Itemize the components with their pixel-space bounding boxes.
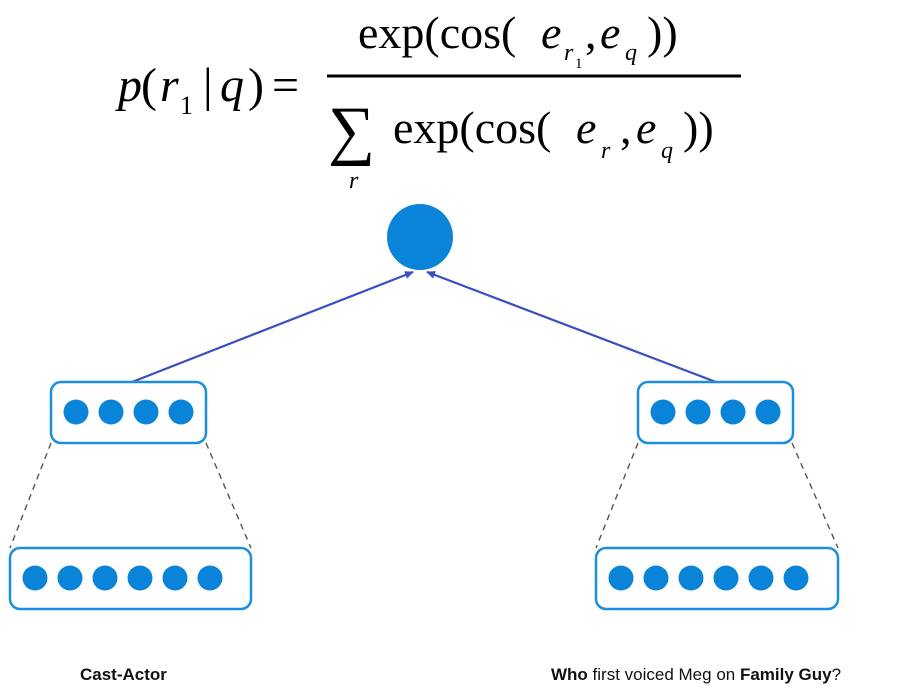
left-hidden-unit xyxy=(63,399,89,425)
left-projection-outer xyxy=(9,442,52,549)
left-input-unit xyxy=(197,565,223,591)
question-part: Who xyxy=(551,665,588,684)
formula-equals: = xyxy=(272,59,299,112)
formula-sum-index: r xyxy=(349,168,359,194)
right-projection-outer xyxy=(595,442,639,549)
question-part: first voiced Meg on xyxy=(587,665,740,684)
formula-den-suffix: )) xyxy=(683,102,714,153)
formula-lhs-q: q xyxy=(220,59,244,112)
right-input-unit xyxy=(783,565,809,591)
formula-den-comma: , xyxy=(620,102,632,153)
right-input-unit xyxy=(608,565,634,591)
formula-lhs-r-sub: 1 xyxy=(180,91,193,120)
formula-den-e2: e xyxy=(636,102,656,153)
formula-num-e2: e xyxy=(600,7,620,58)
projection-lines xyxy=(9,442,839,549)
probability-formula: p ( r 1 | q ) = exp(cos( e r 1 , e q )) … xyxy=(115,7,741,194)
output-node xyxy=(387,204,453,270)
formula-lhs-p: p xyxy=(115,59,142,112)
right-hidden-unit xyxy=(720,399,746,425)
question-part: ? xyxy=(831,665,842,684)
left-hidden-unit xyxy=(168,399,194,425)
right-hidden-unit xyxy=(755,399,781,425)
relation-caption: Cast-Actor xyxy=(80,665,167,684)
formula-lhs-bar: | xyxy=(203,59,213,112)
formula-lhs-close: ) xyxy=(248,59,264,112)
left-input-vector xyxy=(8,546,253,611)
formula-den-e2-sub: q xyxy=(661,138,673,164)
left-input-unit xyxy=(92,565,118,591)
question-caption: Who first voiced Meg on Family Guy? xyxy=(551,665,841,685)
right-input-unit xyxy=(713,565,739,591)
left-arrow xyxy=(131,270,414,384)
formula-lhs-r: r xyxy=(160,59,179,112)
right-input-unit xyxy=(643,565,669,591)
formula-lhs-open: ( xyxy=(141,59,157,112)
right-input-unit xyxy=(748,565,774,591)
formula-num-e1-sub: r xyxy=(564,40,574,66)
left-input-unit xyxy=(127,565,153,591)
right-projection-inner xyxy=(791,442,839,549)
right-hidden-unit xyxy=(650,399,676,425)
left-hidden-box xyxy=(49,380,208,445)
formula-num-prefix: exp(cos( xyxy=(358,7,516,58)
left-projection-inner xyxy=(205,442,252,549)
left-hidden-vector xyxy=(49,380,208,445)
right-hidden-vector xyxy=(636,380,795,445)
formula-den-prefix: exp(cos( xyxy=(393,102,551,153)
left-input-unit xyxy=(162,565,188,591)
formula-den-e1-sub: r xyxy=(601,138,611,164)
formula-num-e2-sub: q xyxy=(625,40,637,66)
formula-num-comma: , xyxy=(585,7,597,58)
formula-den-e1: e xyxy=(576,102,596,153)
formula-num-suffix: )) xyxy=(647,7,678,58)
left-input-unit xyxy=(57,565,83,591)
left-hidden-unit xyxy=(133,399,159,425)
formula-num-e1-subsub: 1 xyxy=(575,56,583,72)
right-hidden-unit xyxy=(685,399,711,425)
question-part: Family Guy xyxy=(739,665,832,684)
left-input-unit xyxy=(22,565,48,591)
right-arrow xyxy=(426,270,717,384)
formula-num-e1: e xyxy=(541,7,561,58)
formula-sum-symbol: ∑ xyxy=(328,94,375,167)
right-input-unit xyxy=(678,565,704,591)
right-input-vector xyxy=(594,546,840,611)
right-hidden-box xyxy=(636,380,795,445)
left-hidden-unit xyxy=(98,399,124,425)
